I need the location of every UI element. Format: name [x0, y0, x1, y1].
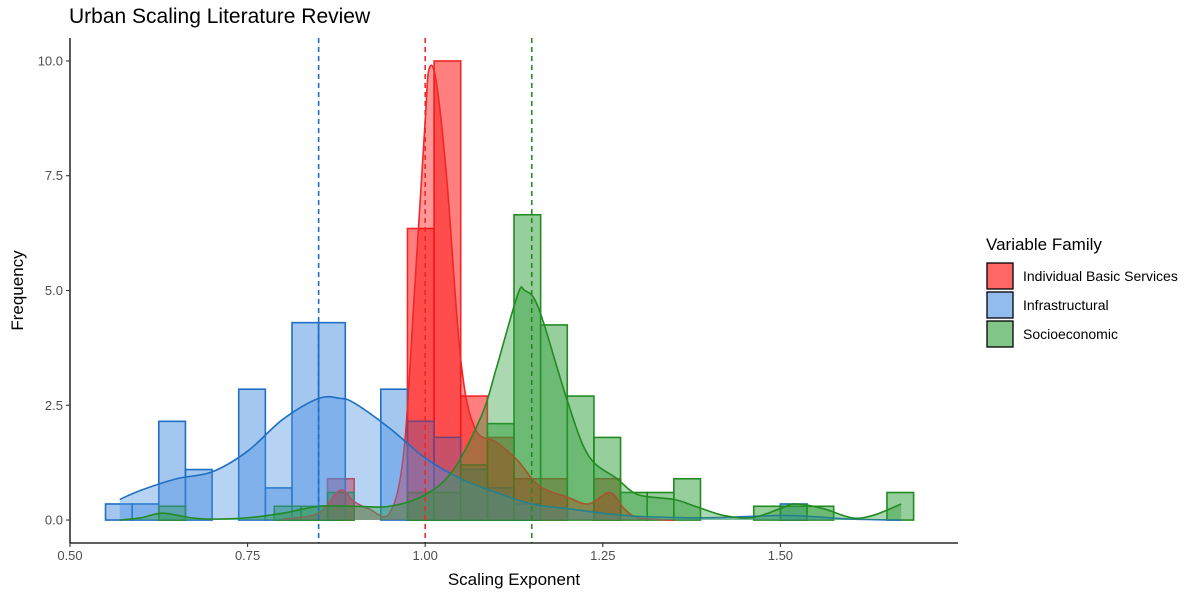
density-area-infrastructural — [119, 396, 902, 521]
x-axis-title: Scaling Exponent — [448, 570, 581, 589]
legend-label-infrastructural: Infrastructural — [1023, 297, 1109, 313]
bar-socioeconomic-8 — [513, 213, 542, 521]
bar-socioeconomic-6 — [459, 464, 489, 521]
y-tick-label-1: 2.5 — [45, 398, 63, 413]
y-tick-label-4: 10.0 — [38, 53, 63, 68]
density-line-socioeconomic — [119, 286, 902, 521]
y-axis-title: Frequency — [8, 250, 27, 331]
legend-label-individual-basic-services: Individual Basic Services — [1023, 268, 1178, 284]
x-tick-label-1: 0.75 — [235, 548, 260, 563]
x-tick-label-0: 0.50 — [57, 548, 82, 563]
y-tick-label-3: 7.5 — [45, 168, 63, 183]
legend-label-socioeconomic: Socioeconomic — [1023, 326, 1118, 342]
density-line-individual-basic-services — [282, 64, 674, 521]
y-tick-label-2: 5.0 — [45, 283, 63, 298]
bar-socioeconomic-18 — [886, 491, 915, 521]
legend-key-individual-basic-services — [986, 262, 1014, 290]
axes: 0.50 0.75 1.00 1.25 1.50 0.0 2.5 5.0 7.5 10.0 Scal… — [8, 38, 958, 589]
x-tick-label-2: 1.00 — [413, 548, 438, 563]
chart-title: Urban Scaling Literature Review — [69, 5, 371, 28]
density-line-infrastructural — [119, 395, 902, 521]
density-area-socioeconomic — [119, 287, 902, 521]
x-tick-label-3: 1.25 — [590, 548, 615, 563]
legend-title: Variable Family — [986, 235, 1102, 254]
legend-key-infrastructural — [986, 291, 1014, 319]
bar-infrastructural-3 — [184, 468, 213, 521]
y-tick-label-0: 0.0 — [45, 513, 63, 528]
legend-key-socioeconomic — [986, 320, 1014, 348]
x-tick-label-4: 1.50 — [768, 548, 793, 563]
legend: Variable Family Individual Basic Services… — [986, 235, 1178, 348]
plot-area — [104, 38, 915, 543]
